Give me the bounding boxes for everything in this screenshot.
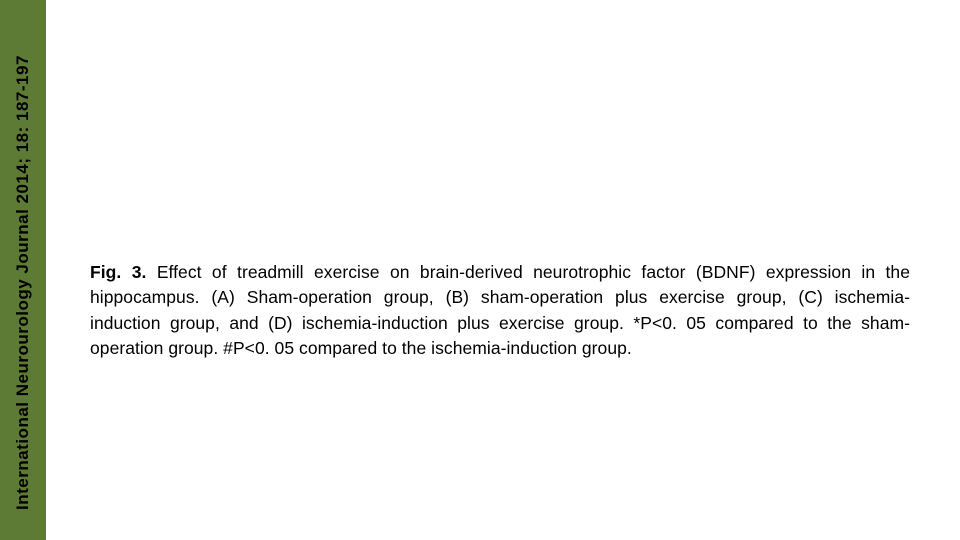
journal-spine: International Neurourology Journal 2014;… bbox=[0, 0, 46, 540]
journal-citation: International Neurourology Journal 2014;… bbox=[0, 0, 46, 540]
figure-caption-body: Effect of treadmill exercise on brain-de… bbox=[90, 262, 910, 358]
figure-label: Fig. 3. bbox=[90, 262, 146, 282]
figure-caption: Fig. 3. Effect of treadmill exercise on … bbox=[90, 260, 910, 362]
